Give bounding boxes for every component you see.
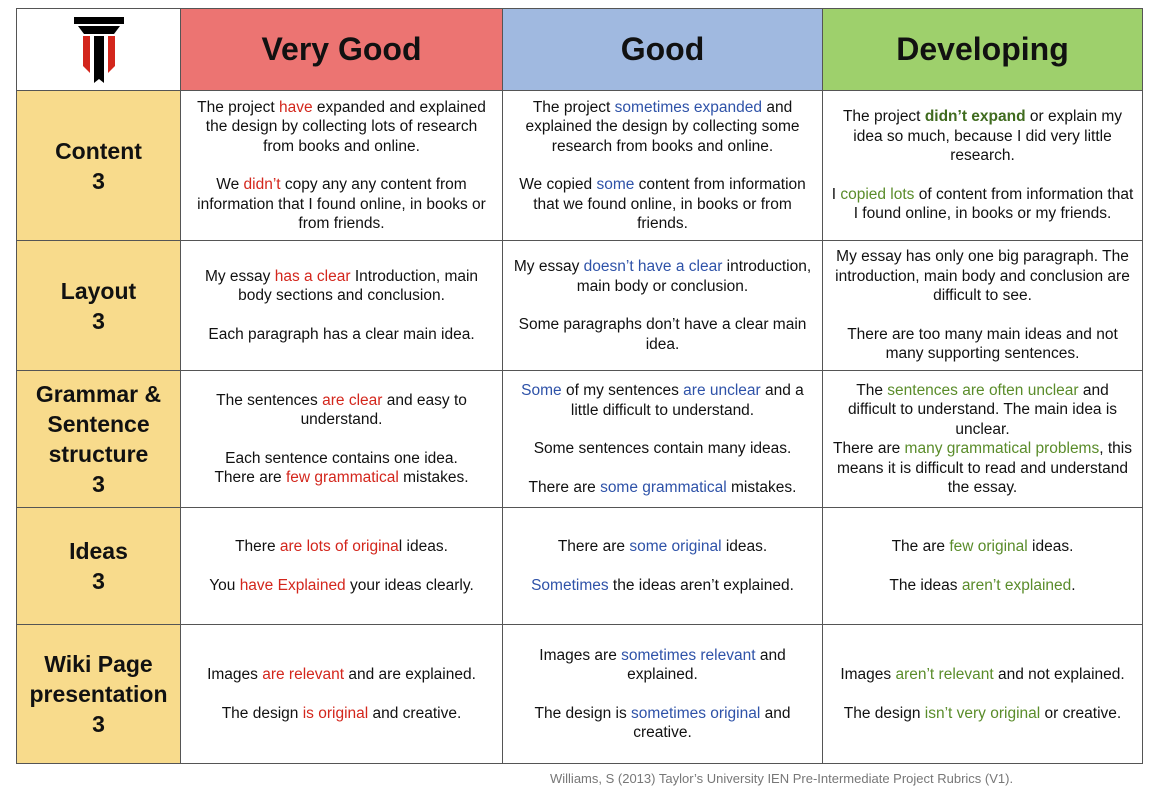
criterion-name: Content: [55, 137, 142, 164]
cell-ideas-developing: The are few original ideas. The ideas ar…: [822, 507, 1143, 625]
cell-content-developing: The project didn’t expand or explain my …: [822, 90, 1143, 241]
criterion-ideas: Ideas 3: [16, 507, 181, 625]
cell-content-very-good: The project have expanded and explained …: [180, 90, 503, 241]
cell-wiki-good: Images are sometimes relevant and explai…: [502, 624, 823, 764]
criterion-name: presentation: [29, 681, 168, 707]
rubric-row-content: Content 3 The project have expanded and …: [16, 90, 1143, 241]
criterion-name: Sentence: [47, 411, 150, 437]
cell-layout-very-good: My essay has a clear Introduction, main …: [180, 240, 503, 371]
criterion-name: structure: [48, 441, 149, 467]
rubric-row-grammar: Grammar & Sentence structure 3 The sente…: [16, 370, 1143, 508]
rubric-row-wiki: Wiki Page presentation 3 Images are rele…: [16, 624, 1143, 764]
logo-cell: [16, 8, 181, 91]
cell-grammar-very-good: The sentences are clear and easy to unde…: [180, 370, 503, 508]
rubric-row-ideas: Ideas 3 There are lots of original ideas…: [16, 507, 1143, 625]
criterion-name: Wiki Page: [44, 651, 153, 677]
cell-ideas-good: There are some original ideas. Sometimes…: [502, 507, 823, 625]
cell-grammar-developing: The sentences are often unclear and diff…: [822, 370, 1143, 508]
cell-layout-developing: My essay has only one big paragraph. The…: [822, 240, 1143, 371]
cell-grammar-good: Some of my sentences are unclear and a l…: [502, 370, 823, 508]
cell-wiki-very-good: Images are relevant and are explained. T…: [180, 624, 503, 764]
rubric-table: Very Good Good Developing Content 3 The …: [16, 8, 1143, 764]
cell-content-good: The project sometimes expanded and expla…: [502, 90, 823, 241]
university-logo-icon: [25, 16, 172, 83]
criterion-score: 3: [92, 167, 105, 194]
cell-ideas-very-good: There are lots of original ideas. You ha…: [180, 507, 503, 625]
cell-layout-good: My essay doesn’t have a clear introducti…: [502, 240, 823, 371]
criterion-grammar: Grammar & Sentence structure 3: [16, 370, 181, 508]
citation: Williams, S (2013) Taylor’s University I…: [550, 771, 1014, 786]
rubric-row-layout: Layout 3 My essay has a clear Introducti…: [16, 240, 1143, 371]
criterion-name: Grammar &: [35, 381, 162, 407]
criterion-name: Layout: [60, 277, 137, 304]
criterion-score: 3: [92, 568, 105, 594]
criterion-wiki: Wiki Page presentation 3: [16, 624, 181, 764]
criterion-layout: Layout 3: [16, 240, 181, 371]
criterion-score: 3: [92, 471, 105, 497]
level-developing: Developing: [822, 8, 1143, 91]
level-good: Good: [502, 8, 823, 91]
criterion-score: 3: [92, 307, 105, 334]
criterion-score: 3: [92, 711, 105, 737]
criterion-name: Ideas: [69, 538, 128, 564]
level-very-good: Very Good: [180, 8, 503, 91]
cell-wiki-developing: Images aren’t relevant and not explained…: [822, 624, 1143, 764]
criterion-content: Content 3: [16, 90, 181, 241]
header-row: Very Good Good Developing: [16, 8, 1143, 91]
